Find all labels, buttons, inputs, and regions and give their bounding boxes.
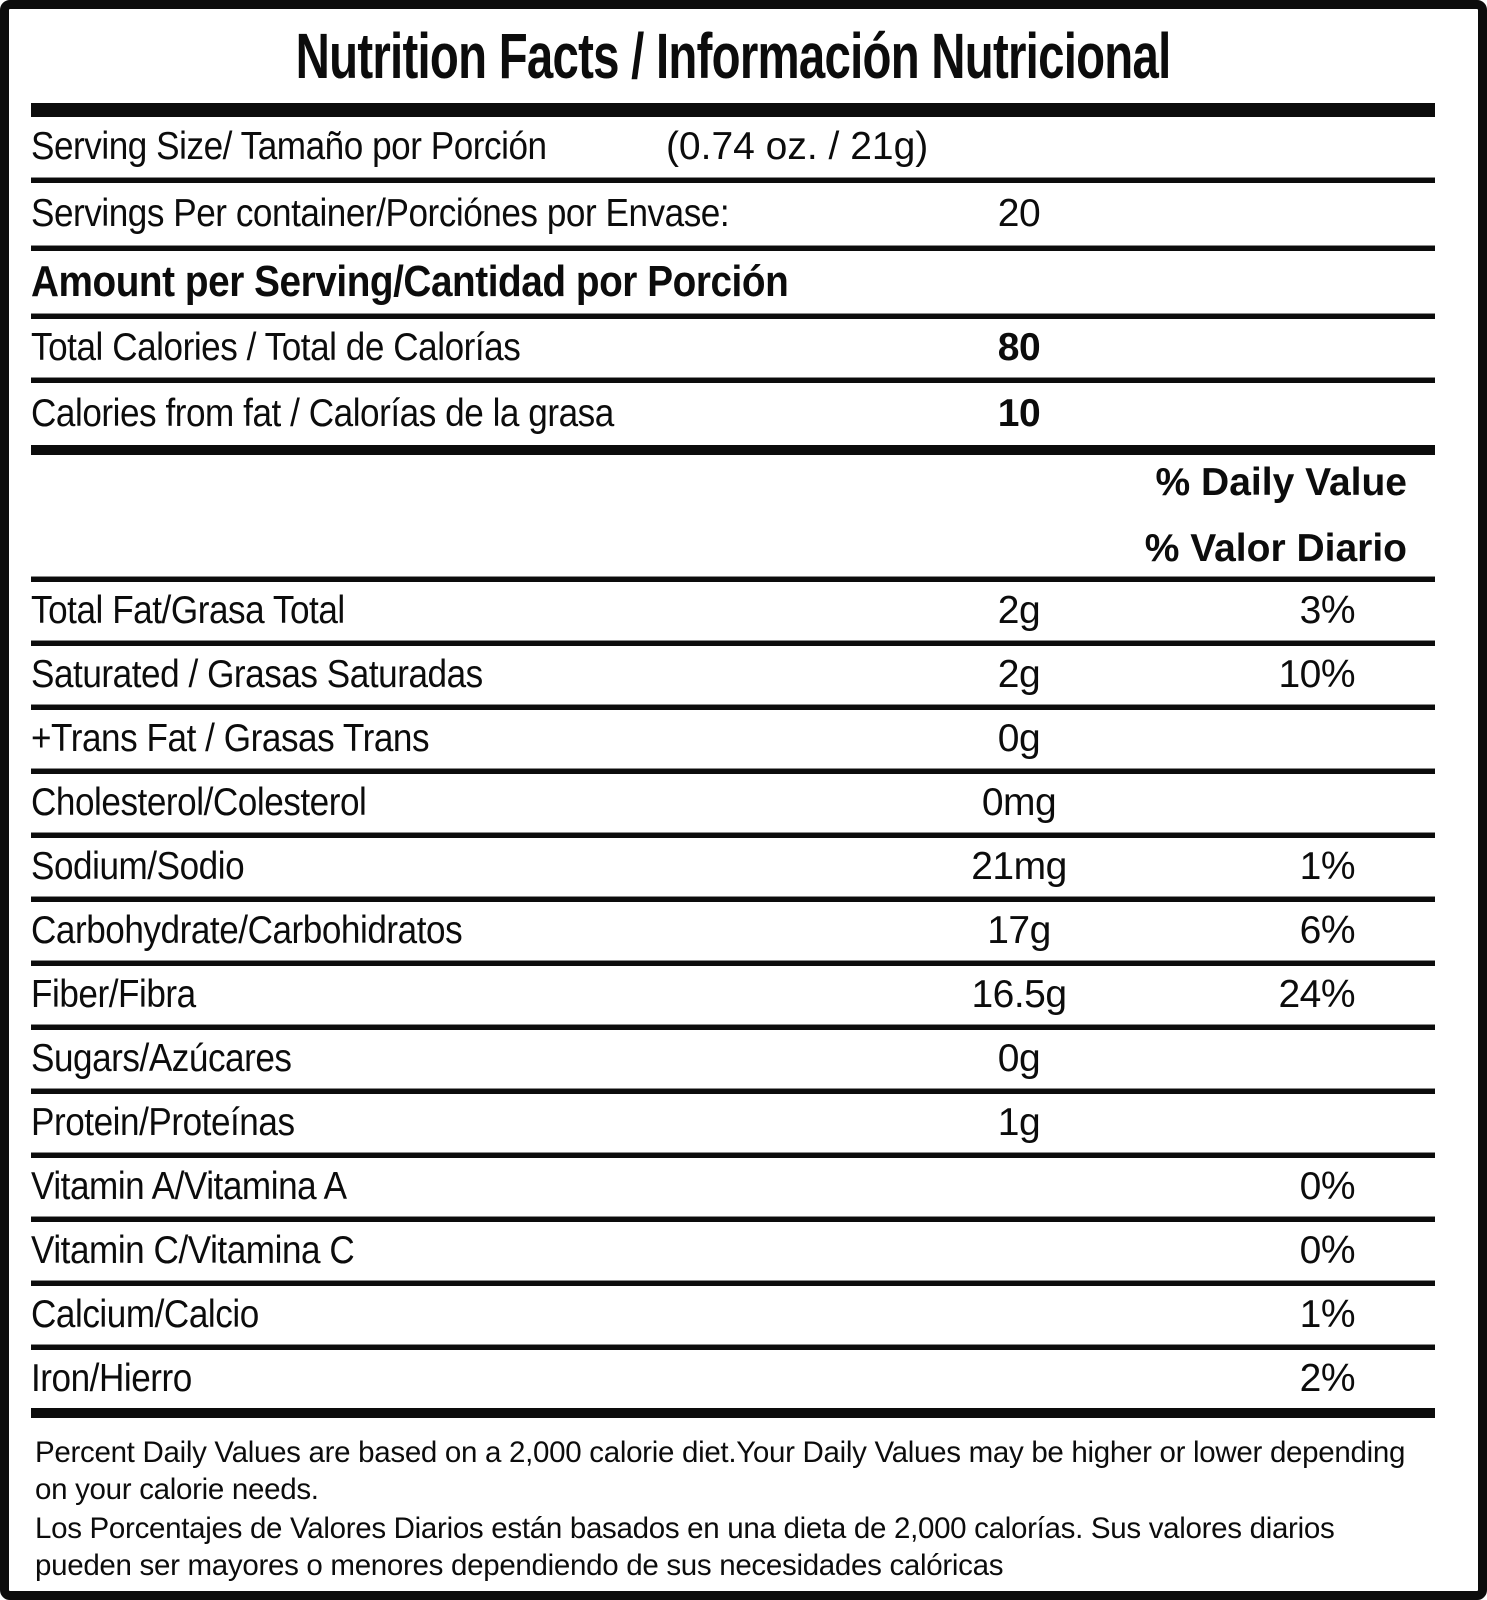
- nutrient-row: +Trans Fat / Grasas Trans 0g: [31, 710, 1435, 768]
- nutrient-row: Saturated / Grasas Saturadas 2g 10%: [31, 646, 1435, 704]
- daily-value-header: % Daily Value % Valor Diario: [31, 455, 1435, 576]
- nutrient-amount: 0g: [997, 1037, 1041, 1080]
- daily-value-header-es: % Valor Diario: [1144, 526, 1407, 570]
- nutrient-label: Calcium/Calcio: [31, 1293, 259, 1336]
- nutrient-daily-value: 24%: [1278, 973, 1355, 1016]
- daily-value-header-en: % Daily Value: [1155, 460, 1407, 504]
- total-calories-label: Total Calories / Total de Calorías: [31, 326, 521, 369]
- nutrient-row: Sodium/Sodio 21mg 1%: [31, 838, 1435, 896]
- divider: [31, 1024, 1435, 1030]
- divider: [31, 960, 1435, 966]
- nutrient-amount: 2g: [997, 653, 1041, 696]
- divider: [31, 768, 1435, 774]
- label-title: Nutrition Facts / Información Nutriciona…: [295, 20, 1172, 92]
- divider: [31, 832, 1435, 838]
- nutrient-row: Calcium/Calcio 1%: [31, 1286, 1435, 1344]
- nutrient-row: Cholesterol/Colesterol 0mg: [31, 774, 1435, 832]
- serving-size-value: (0.74 oz. / 21g): [665, 125, 929, 168]
- nutrient-label: Fiber/Fibra: [31, 973, 196, 1016]
- nutrient-row: Iron/Hierro 2%: [31, 1350, 1435, 1408]
- nutrient-row: Protein/Proteínas 1g: [31, 1094, 1435, 1152]
- footnote-spanish: Los Porcentajes de Valores Diarios están…: [35, 1512, 1335, 1582]
- nutrient-amount: 0mg: [981, 781, 1057, 824]
- nutrient-daily-value: 1%: [1299, 1293, 1356, 1336]
- nutrient-daily-value: 1%: [1299, 845, 1356, 888]
- nutrient-row: Total Fat/Grasa Total 2g 3%: [31, 582, 1435, 640]
- amount-per-serving-header-row: Amount per Serving/Cantidad por Porción: [31, 251, 1435, 313]
- divider-heavy: [31, 445, 1435, 455]
- nutrient-amount: 17g: [987, 909, 1051, 952]
- divider: [31, 1088, 1435, 1094]
- footnote-english: Percent Daily Values are based on a 2,00…: [35, 1436, 1406, 1506]
- servings-per-container-value: 20: [997, 192, 1041, 235]
- servings-per-container-row: Servings Per container/Porciónes por Env…: [31, 183, 1435, 245]
- nutrient-row: Sugars/Azúcares 0g: [31, 1030, 1435, 1088]
- divider: [31, 1280, 1435, 1286]
- divider: [31, 377, 1435, 383]
- divider: [31, 896, 1435, 902]
- calories-from-fat-value: 10: [997, 392, 1041, 435]
- nutrient-label: Saturated / Grasas Saturadas: [31, 653, 483, 696]
- nutrient-label: Protein/Proteínas: [31, 1101, 295, 1144]
- serving-size-row: Serving Size/ Tamaño por Porción (0.74 o…: [31, 117, 1435, 177]
- footnote: Percent Daily Values are based on a 2,00…: [31, 1418, 1435, 1584]
- calories-from-fat-row: Calories from fat / Calorías de la grasa…: [31, 383, 1435, 445]
- nutrient-daily-value: 0%: [1299, 1165, 1356, 1208]
- calories-from-fat-label: Calories from fat / Calorías de la grasa: [31, 392, 614, 435]
- label-header: Nutrition Facts / Información Nutriciona…: [31, 9, 1435, 103]
- serving-size-label: Serving Size/ Tamaño por Porción: [31, 125, 547, 168]
- divider: [31, 245, 1435, 251]
- nutrient-amount: 0g: [997, 717, 1041, 760]
- nutrient-label: Cholesterol/Colesterol: [31, 781, 367, 824]
- divider-heavy: [31, 1408, 1435, 1418]
- nutrient-label: Vitamin C/Vitamina C: [31, 1229, 355, 1272]
- divider: [31, 640, 1435, 646]
- nutrient-row: Fiber/Fibra 16.5g 24%: [31, 966, 1435, 1024]
- nutrient-row: Vitamin C/Vitamina C 0%: [31, 1222, 1435, 1280]
- divider: [31, 313, 1435, 319]
- divider: [31, 1344, 1435, 1350]
- nutrient-amount: 21mg: [971, 845, 1067, 888]
- nutrient-label: Iron/Hierro: [31, 1357, 192, 1400]
- title-thick-bar: [31, 103, 1435, 117]
- divider: [31, 1216, 1435, 1222]
- nutrient-row: Vitamin A/Vitamina A 0%: [31, 1158, 1435, 1216]
- divider: [31, 576, 1435, 582]
- nutrient-daily-value: 0%: [1299, 1229, 1356, 1272]
- nutrient-label: +Trans Fat / Grasas Trans: [31, 717, 430, 760]
- nutrient-label: Sugars/Azúcares: [31, 1037, 292, 1080]
- divider: [31, 177, 1435, 183]
- total-calories-row: Total Calories / Total de Calorías 80: [31, 319, 1435, 377]
- nutrient-amount: 16.5g: [971, 973, 1067, 1016]
- nutrient-daily-value: 10%: [1278, 653, 1355, 696]
- divider: [31, 1152, 1435, 1158]
- servings-per-container-label: Servings Per container/Porciónes por Env…: [31, 192, 730, 235]
- nutrient-daily-value: 3%: [1299, 589, 1356, 632]
- nutrient-row: Carbohydrate/Carbohidratos 17g 6%: [31, 902, 1435, 960]
- nutrient-label: Vitamin A/Vitamina A: [31, 1165, 347, 1208]
- nutrient-daily-value: 6%: [1299, 909, 1356, 952]
- nutrient-daily-value: 2%: [1299, 1357, 1356, 1400]
- nutrient-amount: 2g: [997, 589, 1041, 632]
- amount-per-serving-header: Amount per Serving/Cantidad por Porción: [31, 257, 789, 306]
- nutrient-label: Total Fat/Grasa Total: [31, 589, 345, 632]
- nutrient-label: Carbohydrate/Carbohidratos: [31, 909, 463, 952]
- divider: [31, 704, 1435, 710]
- nutrient-label: Sodium/Sodio: [31, 845, 245, 888]
- total-calories-value: 80: [997, 326, 1041, 369]
- nutrient-amount: 1g: [997, 1101, 1041, 1144]
